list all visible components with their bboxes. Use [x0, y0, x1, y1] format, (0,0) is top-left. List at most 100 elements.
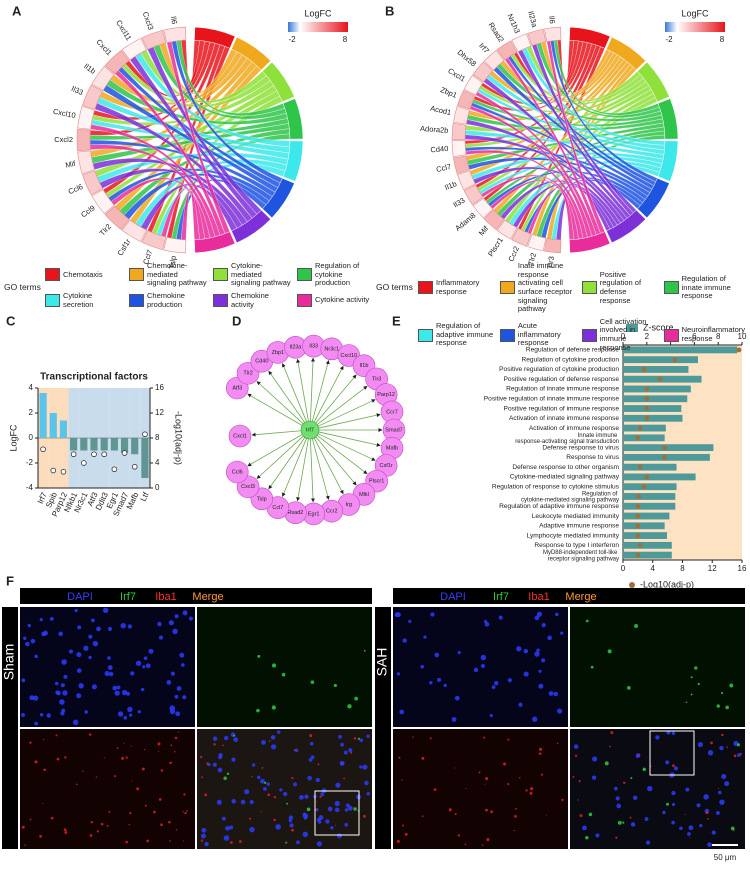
cell-signal [292, 782, 298, 787]
cell-signal [347, 704, 352, 709]
gene-segment [163, 26, 187, 44]
cell-signal [273, 818, 276, 822]
x2-tick-label: 4 [651, 564, 656, 573]
cell-signal [339, 760, 345, 766]
cell-signal [177, 731, 180, 733]
cell-signal [30, 638, 36, 644]
term-segment [262, 177, 295, 219]
zoom-box [649, 730, 695, 776]
cell-signal [503, 762, 507, 766]
cell-signal [343, 750, 348, 755]
legend-swatch [626, 324, 638, 332]
cell-signal [43, 738, 45, 741]
cell-signal [120, 623, 126, 629]
cell-signal [204, 793, 208, 797]
cell-signal [333, 683, 337, 688]
cell-signal [707, 817, 710, 820]
cell-signal [630, 777, 633, 780]
cell-signal [201, 833, 206, 839]
gene-segment [77, 150, 95, 174]
x-tick-label: 8 [716, 332, 721, 341]
gene-label: Cxcl10 [52, 107, 76, 120]
cell-signal [121, 689, 128, 696]
panel-label: C [6, 313, 16, 328]
cell-signal [574, 754, 578, 757]
term-segment [282, 140, 304, 182]
cell-signal [148, 648, 154, 654]
cell-signal [182, 840, 184, 842]
cell-signal [182, 811, 184, 813]
cell-signal [555, 612, 559, 617]
cell-signal [158, 798, 162, 801]
cell-signal [724, 781, 730, 787]
panel-label: D [232, 313, 241, 328]
network-edge [311, 360, 330, 422]
cell-signal [585, 835, 589, 840]
cell-signal [647, 785, 653, 792]
network-edge [318, 431, 381, 447]
cell-signal [217, 767, 223, 773]
y-tick-label: 4 [29, 383, 34, 392]
cell-signal [490, 810, 494, 814]
cell-signal [473, 667, 479, 673]
legend-swatch [581, 281, 597, 295]
network-node [225, 460, 249, 484]
cell-signal [480, 663, 486, 668]
gene-label: Mif [477, 223, 491, 237]
y-tick-label: Defense response to other organism [512, 464, 619, 471]
term-segment [569, 26, 611, 49]
pvalue-dot [81, 460, 87, 466]
cell-signal [303, 816, 308, 820]
bar [623, 385, 691, 393]
bar [623, 395, 688, 403]
cell-signal [286, 802, 289, 805]
bar [623, 512, 670, 520]
y-axis-label: LogFC [8, 424, 18, 452]
node-label: Tlr3 [372, 376, 381, 382]
cell-signal [108, 810, 111, 813]
cell-signal [130, 671, 135, 676]
network-edge [296, 438, 309, 502]
cell-signal [129, 812, 132, 815]
cell-signal [739, 752, 742, 755]
cell-signal [553, 691, 558, 697]
cell-signal [76, 668, 82, 673]
channel-label: Irf7 [493, 591, 509, 603]
cell-signal [56, 757, 60, 761]
cell-signal [577, 799, 579, 801]
legend-swatch [499, 328, 515, 342]
cell-signal [327, 806, 333, 812]
cell-signal [534, 615, 540, 621]
cell-signal [317, 763, 320, 766]
cell-signal [634, 624, 639, 629]
cell-signal [325, 819, 330, 824]
legend-item: Chemokine-mediated signaling pathway [129, 261, 207, 288]
node-label: Nr3c1 [324, 346, 339, 352]
bar [623, 444, 714, 452]
cell-signal [108, 671, 114, 677]
legend-label: Chemokine production [147, 290, 185, 309]
network-node [228, 424, 252, 448]
cell-signal [249, 826, 255, 833]
cell-signal [498, 615, 503, 620]
legend-label: Regulation of adaptive immune response [436, 321, 494, 348]
channel-label: DAPI [440, 591, 466, 603]
channel-label: Irf7 [120, 591, 136, 603]
cell-signal [592, 756, 598, 762]
y-tick-label: Positive regulation of defense response [504, 376, 620, 383]
gene-segment [463, 74, 484, 96]
cell-signal [330, 826, 334, 830]
legend-label: Chemotaxis [63, 269, 103, 279]
cell-signal [464, 843, 467, 846]
node-label: Cxcl3 [241, 484, 255, 490]
cell-signal [60, 683, 65, 688]
term-segment [657, 98, 679, 140]
cell-signal [127, 706, 133, 713]
cell-signal [233, 737, 239, 742]
x-tick-label: 2 [645, 332, 650, 341]
legend-swatch [581, 328, 597, 342]
pvalue-dot [637, 425, 643, 431]
cell-signal [116, 685, 121, 690]
cell-signal [404, 832, 408, 836]
legend-label: Chemokine-mediated signaling pathway [147, 261, 207, 288]
